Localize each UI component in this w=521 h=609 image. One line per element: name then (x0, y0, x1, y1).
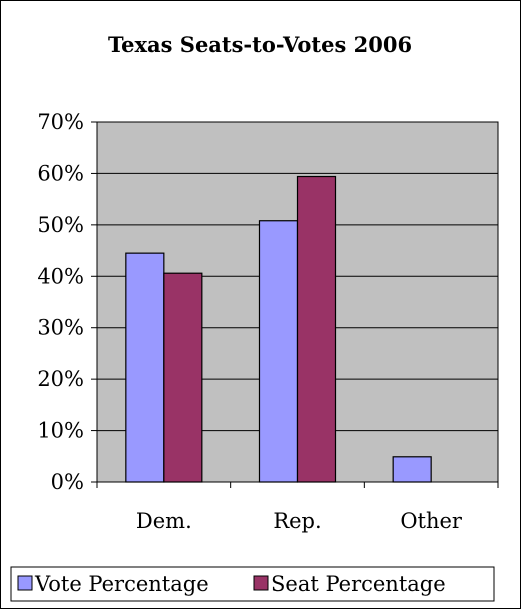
y-tick-label: 0% (51, 470, 84, 494)
y-tick-label: 50% (37, 213, 84, 237)
bar (296, 175, 337, 483)
bar (258, 220, 299, 483)
legend-label: Vote Percentage (34, 572, 209, 596)
y-tick-label: 60% (37, 161, 84, 185)
x-tick-label: Rep. (273, 509, 321, 533)
chart-title: Texas Seats-to-Votes 2006 (108, 32, 412, 57)
legend-swatch (17, 575, 33, 591)
bar (125, 252, 165, 483)
y-tick-label: 40% (37, 264, 84, 288)
legend: Vote Percentage Seat Percentage (10, 566, 495, 602)
x-tick-label: Other (400, 509, 463, 533)
y-tick-label: 10% (37, 419, 84, 443)
y-tick-label: 70% (37, 110, 84, 134)
legend-label: Seat Percentage (271, 572, 446, 596)
bar (163, 272, 203, 483)
y-axis: 0% 10% 20% 30% 40% 50% 60% 70% (37, 110, 98, 494)
bars (125, 175, 432, 483)
y-tick-label: 30% (37, 316, 84, 340)
x-axis: Dem. Rep. Other (96, 481, 499, 533)
bar (392, 456, 432, 483)
y-tick-label: 20% (37, 367, 84, 391)
legend-swatch (253, 575, 269, 591)
x-tick-label: Dem. (136, 509, 192, 533)
legend-box (10, 566, 495, 602)
